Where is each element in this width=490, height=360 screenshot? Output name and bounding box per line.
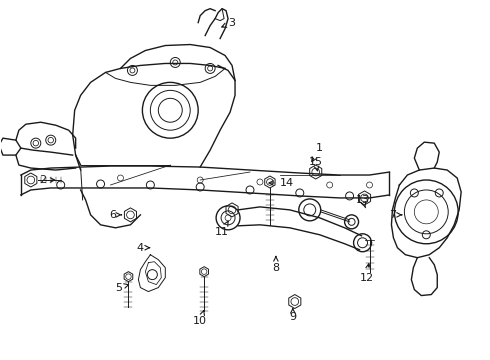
Text: 15: 15 xyxy=(309,157,323,171)
Text: 13: 13 xyxy=(356,195,369,208)
Text: 14: 14 xyxy=(269,178,294,188)
Text: 12: 12 xyxy=(360,264,373,283)
Text: 6: 6 xyxy=(109,210,122,220)
Text: 1: 1 xyxy=(312,143,323,162)
Text: 9: 9 xyxy=(289,309,296,323)
Text: 2: 2 xyxy=(39,175,55,185)
Text: 4: 4 xyxy=(137,243,150,253)
Text: 3: 3 xyxy=(222,18,236,28)
Text: 7: 7 xyxy=(389,210,402,220)
Text: 11: 11 xyxy=(215,221,229,237)
Text: 8: 8 xyxy=(272,257,279,273)
Text: 10: 10 xyxy=(193,311,207,327)
Text: 5: 5 xyxy=(115,283,128,293)
